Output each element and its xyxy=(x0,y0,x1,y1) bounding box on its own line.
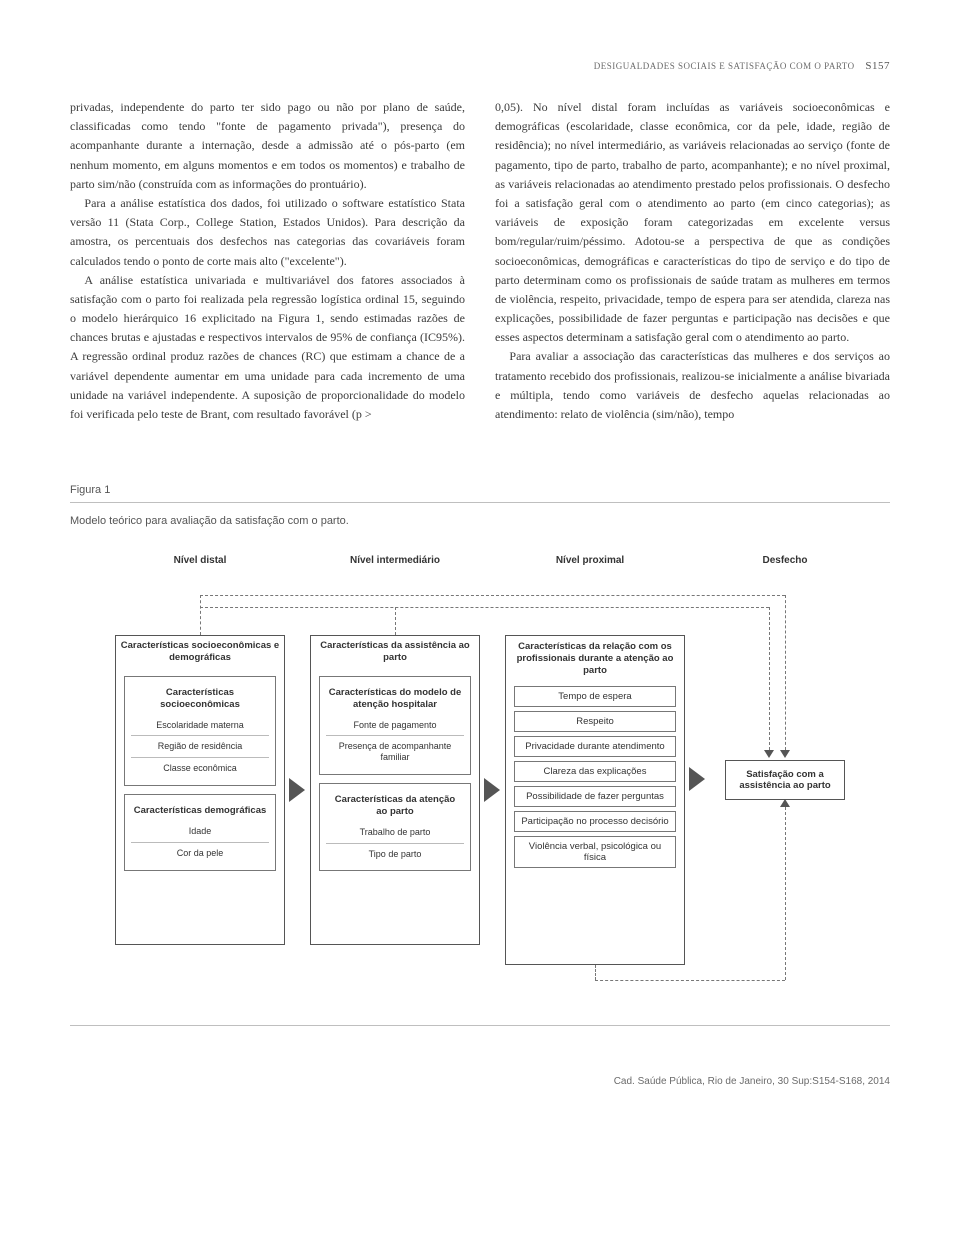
arrow-down-icon xyxy=(764,750,774,758)
dash-line xyxy=(785,595,786,750)
distal-box1-items: Escolaridade materna Região de residênci… xyxy=(131,715,269,779)
distal-outer: Características socioeconômicas e demogr… xyxy=(115,635,285,945)
figure-rule-top xyxy=(70,502,890,503)
list-item: Cor da pele xyxy=(131,842,269,864)
inter-box1-title: Características do modelo de atenção hos… xyxy=(326,683,464,715)
diagram: Nível distal Nível intermediário Nível p… xyxy=(85,555,875,995)
dash-line xyxy=(200,595,785,596)
prox-item-0: Tempo de espera xyxy=(514,686,676,707)
para: Para a análise estatística dos dados, fo… xyxy=(70,194,465,271)
dash-line xyxy=(785,807,786,980)
inter-outer: Características da assistência ao parto … xyxy=(310,635,480,945)
inter-box-2: Características da atenção ao parto Trab… xyxy=(319,783,471,871)
prox-item-6: Violência verbal, psicológica ou física xyxy=(514,836,676,868)
para: Para avaliar a associação das caracterís… xyxy=(495,347,890,424)
arrow-right-icon xyxy=(484,778,500,802)
distal-box-1: Características socioeconômicas Escolari… xyxy=(124,676,276,786)
distal-box2-title: Características demográficas xyxy=(131,801,269,821)
arrow-right-icon xyxy=(689,767,705,791)
dash-line xyxy=(595,980,785,981)
para: A análise estatística univariada e multi… xyxy=(70,271,465,425)
col-header-prox: Nível proximal xyxy=(505,555,675,566)
arrow-up-icon xyxy=(780,799,790,807)
outcome-box: Satisfação com a assistência ao parto xyxy=(725,760,845,800)
figure-caption: Modelo teórico para avaliação da satisfa… xyxy=(70,515,890,527)
distal-box-2: Características demográficas Idade Cor d… xyxy=(124,794,276,870)
list-item: Classe econômica xyxy=(131,757,269,779)
prox-item-3: Clareza das explicações xyxy=(514,761,676,782)
list-item: Trabalho de parto xyxy=(326,822,464,843)
arrow-right-icon xyxy=(289,778,305,802)
dash-line xyxy=(769,607,770,750)
footer-citation: Cad. Saúde Pública, Rio de Janeiro, 30 S… xyxy=(70,1076,890,1087)
distal-box2-items: Idade Cor da pele xyxy=(131,821,269,864)
list-item: Presença de acompanhante familiar xyxy=(326,735,464,768)
col-header-inter: Nível intermediário xyxy=(310,555,480,566)
col-header-distal: Nível distal xyxy=(115,555,285,566)
prox-item-5: Participação no processo decisório xyxy=(514,811,676,832)
inter-box2-items: Trabalho de parto Tipo de parto xyxy=(326,822,464,865)
figure-1: Figura 1 Modelo teórico para avaliação d… xyxy=(70,484,890,1026)
left-column: privadas, independente do parto ter sido… xyxy=(70,98,465,424)
arrow-down-icon xyxy=(780,750,790,758)
dash-line xyxy=(200,595,201,635)
prox-item-2: Privacidade durante atendimento xyxy=(514,736,676,757)
distal-box1-title: Características socioeconômicas xyxy=(131,683,269,715)
distal-outer-title: Características socioeconômicas e demogr… xyxy=(116,636,284,668)
col-header-out: Desfecho xyxy=(725,555,845,566)
para: 0,05). No nível distal foram incluídas a… xyxy=(495,98,890,347)
inter-box1-items: Fonte de pagamento Presença de acompanha… xyxy=(326,715,464,768)
right-column: 0,05). No nível distal foram incluídas a… xyxy=(495,98,890,424)
dash-line xyxy=(395,607,396,635)
prox-outer: Características da relação com os profis… xyxy=(505,635,685,965)
running-head: DESIGUALDADES SOCIAIS E SATISFAÇÃO COM O… xyxy=(70,60,890,72)
list-item: Escolaridade materna xyxy=(131,715,269,736)
prox-item-1: Respeito xyxy=(514,711,676,732)
dash-line xyxy=(200,607,769,608)
inter-outer-title: Características da assistência ao parto xyxy=(311,636,479,668)
list-item: Região de residência xyxy=(131,735,269,757)
inter-box2-title: Características da atenção ao parto xyxy=(326,790,464,822)
inter-box-1: Características do modelo de atenção hos… xyxy=(319,676,471,775)
figure-label: Figura 1 xyxy=(70,484,890,496)
list-item: Tipo de parto xyxy=(326,843,464,865)
prox-outer-title: Características da relação com os profis… xyxy=(506,636,684,682)
prox-item-4: Possibilidade de fazer perguntas xyxy=(514,786,676,807)
list-item: Idade xyxy=(131,821,269,842)
list-item: Fonte de pagamento xyxy=(326,715,464,736)
body-columns: privadas, independente do parto ter sido… xyxy=(70,98,890,424)
para: privadas, independente do parto ter sido… xyxy=(70,98,465,194)
figure-rule-bottom xyxy=(70,1025,890,1026)
page-number: S157 xyxy=(865,60,890,72)
dash-line xyxy=(595,965,596,980)
running-title: DESIGUALDADES SOCIAIS E SATISFAÇÃO COM O… xyxy=(594,61,855,71)
